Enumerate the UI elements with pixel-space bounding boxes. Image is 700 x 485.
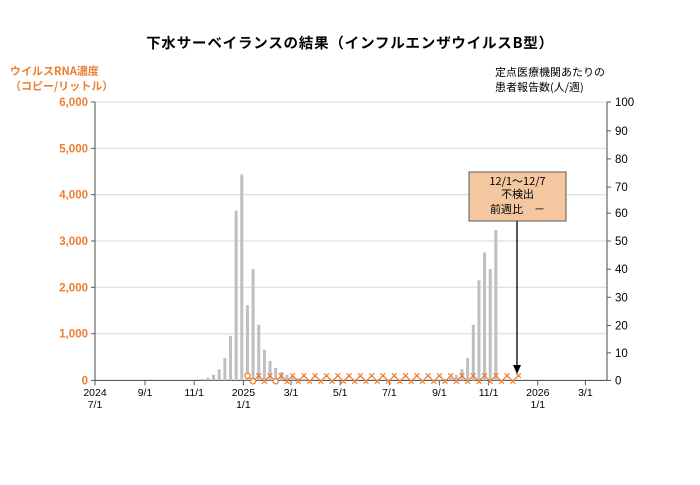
- svg-text:5/1: 5/1: [333, 387, 348, 399]
- svg-text:3,000: 3,000: [59, 236, 88, 248]
- svg-text:2,000: 2,000: [59, 282, 88, 294]
- svg-text:20: 20: [615, 321, 628, 333]
- svg-text:70: 70: [615, 182, 628, 194]
- svg-text:11/1: 11/1: [479, 387, 499, 399]
- svg-text:90: 90: [615, 126, 628, 138]
- svg-text:2024: 2024: [83, 387, 107, 399]
- svg-text:1/1: 1/1: [530, 399, 545, 411]
- svg-text:40: 40: [615, 264, 628, 276]
- svg-text:0: 0: [82, 375, 88, 387]
- svg-text:9/1: 9/1: [138, 387, 153, 399]
- svg-text:11/1: 11/1: [184, 387, 204, 399]
- svg-text:前週比 －: 前週比 －: [490, 201, 545, 217]
- svg-text:2025: 2025: [232, 387, 256, 399]
- svg-text:3/1: 3/1: [284, 387, 299, 399]
- svg-text:1,000: 1,000: [59, 329, 88, 341]
- svg-text:9/1: 9/1: [432, 387, 447, 399]
- svg-text:80: 80: [615, 154, 628, 166]
- svg-text:10: 10: [615, 348, 628, 360]
- svg-text:0: 0: [615, 375, 621, 387]
- svg-text:4,000: 4,000: [59, 190, 88, 202]
- svg-text:3/1: 3/1: [578, 387, 593, 399]
- svg-text:30: 30: [615, 292, 628, 304]
- svg-text:2026: 2026: [526, 387, 550, 399]
- svg-text:不検出: 不検出: [501, 186, 534, 202]
- svg-text:60: 60: [615, 208, 628, 220]
- svg-text:7/1: 7/1: [88, 399, 103, 411]
- svg-text:100: 100: [615, 97, 634, 109]
- svg-text:5,000: 5,000: [59, 143, 88, 155]
- svg-text:1/1: 1/1: [236, 399, 251, 411]
- svg-text:7/1: 7/1: [382, 387, 397, 399]
- svg-text:6,000: 6,000: [59, 97, 88, 109]
- svg-text:50: 50: [615, 236, 628, 248]
